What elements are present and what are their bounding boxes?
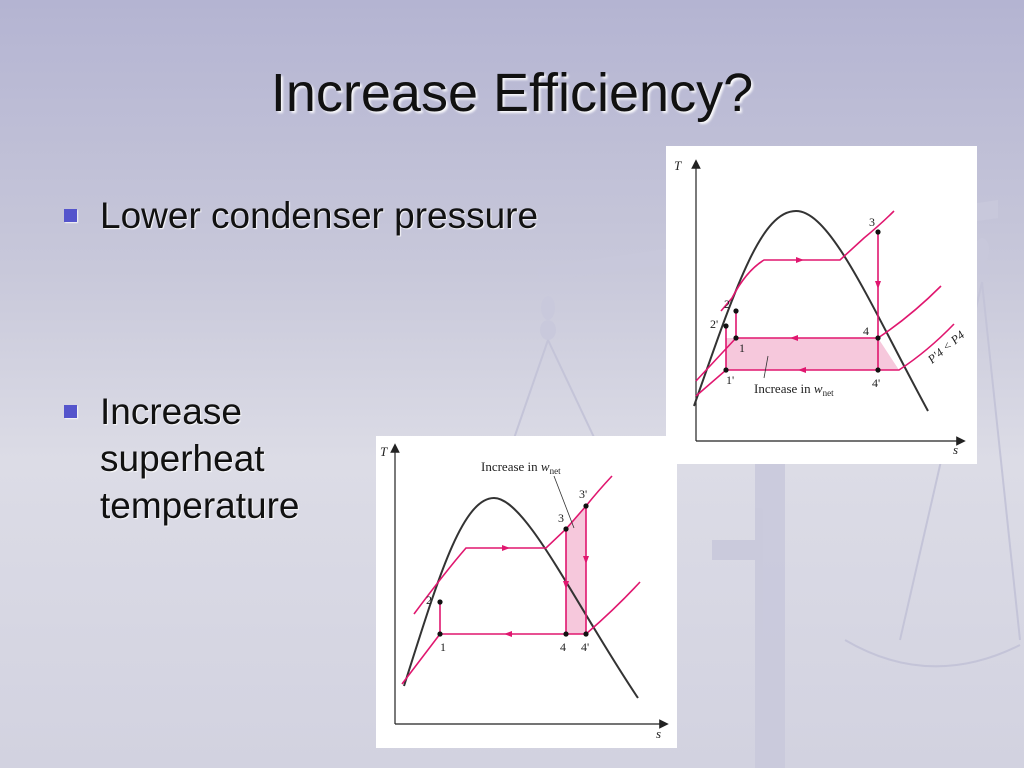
- bullet-square-icon: [64, 209, 77, 222]
- bullet-square-icon: [64, 405, 77, 418]
- point-2-prime: 2': [710, 317, 718, 331]
- point-4: 4: [863, 324, 869, 338]
- point-2: 2: [724, 297, 730, 311]
- annotation-increase-wnet: Increase in wnet: [481, 459, 561, 476]
- bullet-text: Lower condenser pressure: [100, 195, 539, 236]
- point-4-prime: 4': [872, 376, 880, 390]
- ts-diagram-lower-pressure: T s 3 2 2' 1 1' 4 4' Inc: [666, 146, 977, 464]
- axis-s-label: s: [953, 442, 958, 457]
- lower-condenser-pressure-line: [695, 323, 955, 397]
- point-1: 1: [440, 640, 446, 654]
- point-2: 2: [426, 593, 432, 607]
- point-1: 1: [739, 341, 745, 355]
- axis-t-label: T: [674, 158, 682, 173]
- point-3: 3: [558, 511, 564, 525]
- saturation-dome: [693, 209, 929, 412]
- point-4: 4: [560, 640, 566, 654]
- point-1-prime: 1': [726, 373, 734, 387]
- ts-diagram-superheat: T s 2 1 3 3' 4 4' Increase in wnet: [376, 436, 677, 748]
- saturation-dome: [403, 496, 639, 699]
- axis-s-label: s: [656, 726, 661, 741]
- point-3-prime: 3': [579, 487, 587, 501]
- point-4-prime: 4': [581, 640, 589, 654]
- axis-t-label: T: [380, 444, 388, 459]
- slide-title: Increase Efficiency?: [270, 63, 754, 123]
- pressure-relation-label: P'4 < P4: [924, 328, 967, 367]
- net-work-increase-area: [726, 338, 899, 370]
- net-work-increase-area: [566, 506, 586, 634]
- bullet-text: Increase superheat temperature: [100, 391, 300, 526]
- point-3: 3: [869, 215, 875, 229]
- annotation-increase-wnet: Increase in wnet: [754, 381, 834, 398]
